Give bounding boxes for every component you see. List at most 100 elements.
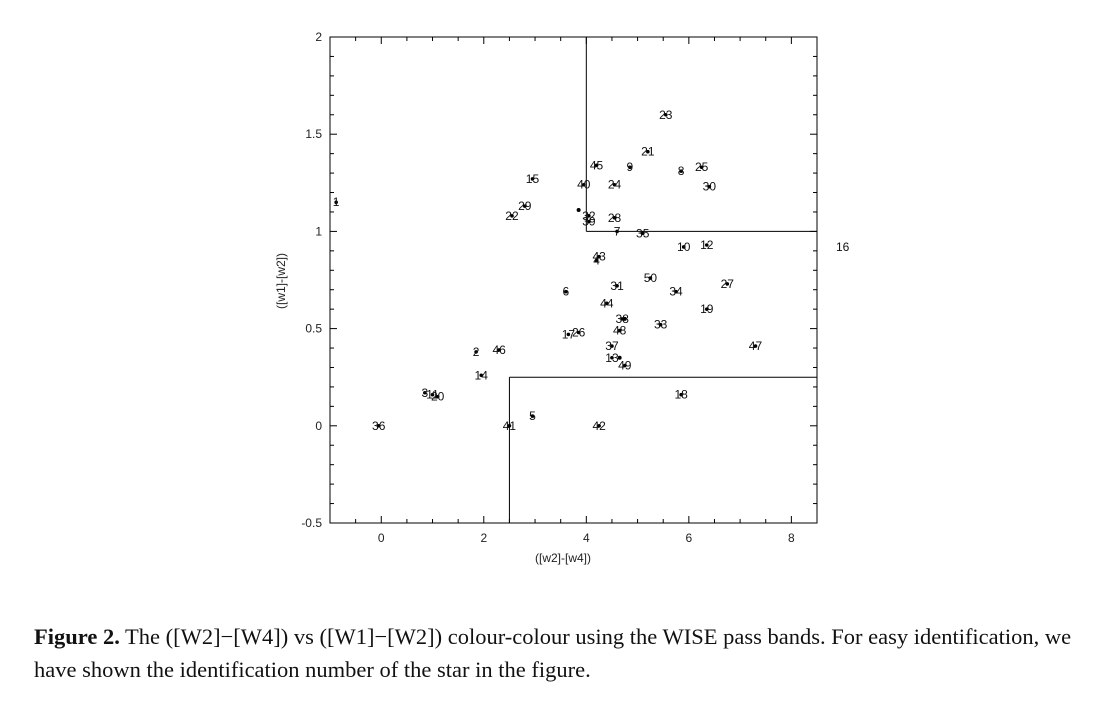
data-point [681, 245, 686, 249]
data-point [530, 177, 535, 181]
x-tick-label: 0 [378, 531, 385, 545]
data-point [587, 219, 591, 224]
point-label: 22 [505, 209, 519, 223]
data-point [376, 424, 381, 428]
data-point [510, 214, 514, 218]
point-label: 34 [669, 285, 683, 299]
x-tick-label: 4 [583, 531, 590, 545]
point-label: 29 [518, 199, 532, 213]
data-point [334, 200, 338, 205]
point-label: 38 [616, 312, 630, 326]
boundary-lines [508, 37, 817, 523]
point-label: 9 [627, 160, 634, 174]
data-point [648, 276, 653, 280]
data-point [617, 355, 622, 360]
axis-ticks [329, 36, 818, 524]
point-label: 37 [605, 339, 619, 353]
x-tick-label: 6 [685, 531, 692, 545]
x-tick-label: 8 [788, 531, 795, 545]
point-label: 19 [700, 302, 714, 316]
point-label: 42 [592, 419, 606, 433]
caption-label: Figure 2. [34, 624, 120, 649]
data-point [725, 282, 730, 286]
point-label: 3 [421, 386, 428, 400]
point-label: 23 [659, 108, 673, 122]
point-label: 36 [372, 419, 386, 433]
data-point [605, 301, 609, 306]
data-point [594, 163, 599, 168]
point-label: 8 [678, 164, 685, 178]
data-points: 1234567891011121314151617181920212223242… [333, 108, 850, 433]
point-label: 4 [593, 254, 600, 268]
data-point [622, 363, 627, 368]
point-label: 40 [577, 178, 591, 192]
point-label: 49 [618, 359, 632, 373]
point-label: 27 [721, 277, 735, 291]
data-point [507, 424, 512, 428]
data-point [615, 229, 619, 234]
data-point [430, 392, 435, 397]
point-label: 32 [582, 209, 596, 223]
data-point [617, 328, 622, 333]
data-point [658, 322, 663, 327]
point-label: 47 [749, 339, 763, 353]
point-label: 21 [641, 145, 655, 159]
data-point [576, 208, 581, 213]
data-point [581, 182, 586, 187]
point-label: 16 [836, 240, 850, 254]
point-label: 44 [600, 296, 614, 310]
data-point [564, 289, 568, 294]
plot-border [329, 36, 818, 524]
data-point [423, 390, 427, 395]
data-point [523, 204, 527, 208]
y-tick-label: 2 [315, 30, 322, 44]
point-label: 2 [473, 345, 480, 359]
data-point [576, 330, 581, 335]
data-point [646, 149, 650, 154]
point-label: 30 [703, 180, 717, 194]
data-point [674, 289, 678, 294]
data-point [530, 414, 535, 418]
y-axis-label: ([w1]-[w2]) [274, 253, 288, 309]
data-point [566, 332, 571, 337]
data-point [474, 350, 478, 354]
point-label: 15 [526, 172, 540, 186]
data-point [628, 165, 632, 170]
data-point [597, 254, 601, 259]
point-label: 50 [644, 271, 658, 285]
data-point [679, 169, 683, 173]
x-tick-label: 2 [480, 531, 487, 545]
y-tick-label: 0.5 [305, 322, 322, 336]
point-label: 7 [614, 224, 621, 238]
data-point [640, 231, 645, 236]
x-axis-label: ([w2]-[w4]) [535, 551, 591, 565]
point-label: 10 [677, 240, 691, 254]
y-tick-label: 1 [315, 224, 322, 238]
point-label: 48 [613, 324, 627, 338]
point-label: 12 [700, 238, 714, 252]
point-label: 41 [503, 419, 517, 433]
y-tick-label: -0.5 [301, 516, 322, 530]
point-label: 39 [582, 215, 596, 229]
point-label: 33 [654, 318, 668, 332]
point-label: 6 [562, 285, 569, 299]
point-label: 24 [608, 178, 622, 192]
y-tick-label: 1.5 [305, 127, 322, 141]
data-point [615, 284, 619, 288]
tick-labels: 0 2 4 6 8-0.500.511.52 [301, 30, 795, 545]
data-point [587, 214, 591, 218]
data-point [497, 348, 501, 352]
point-label: 14 [475, 368, 489, 382]
y-tick-label: 0 [315, 419, 322, 433]
data-point [622, 316, 627, 321]
point-label: 45 [590, 158, 604, 172]
data-point [707, 184, 712, 189]
point-label: 43 [592, 250, 606, 264]
plot-frame [329, 36, 818, 524]
point-label: 26 [572, 325, 586, 339]
point-label: 1 [333, 195, 340, 209]
data-point [704, 243, 709, 247]
point-label: 18 [674, 388, 688, 402]
point-label: 5 [529, 409, 536, 423]
point-label: 17 [562, 327, 576, 341]
